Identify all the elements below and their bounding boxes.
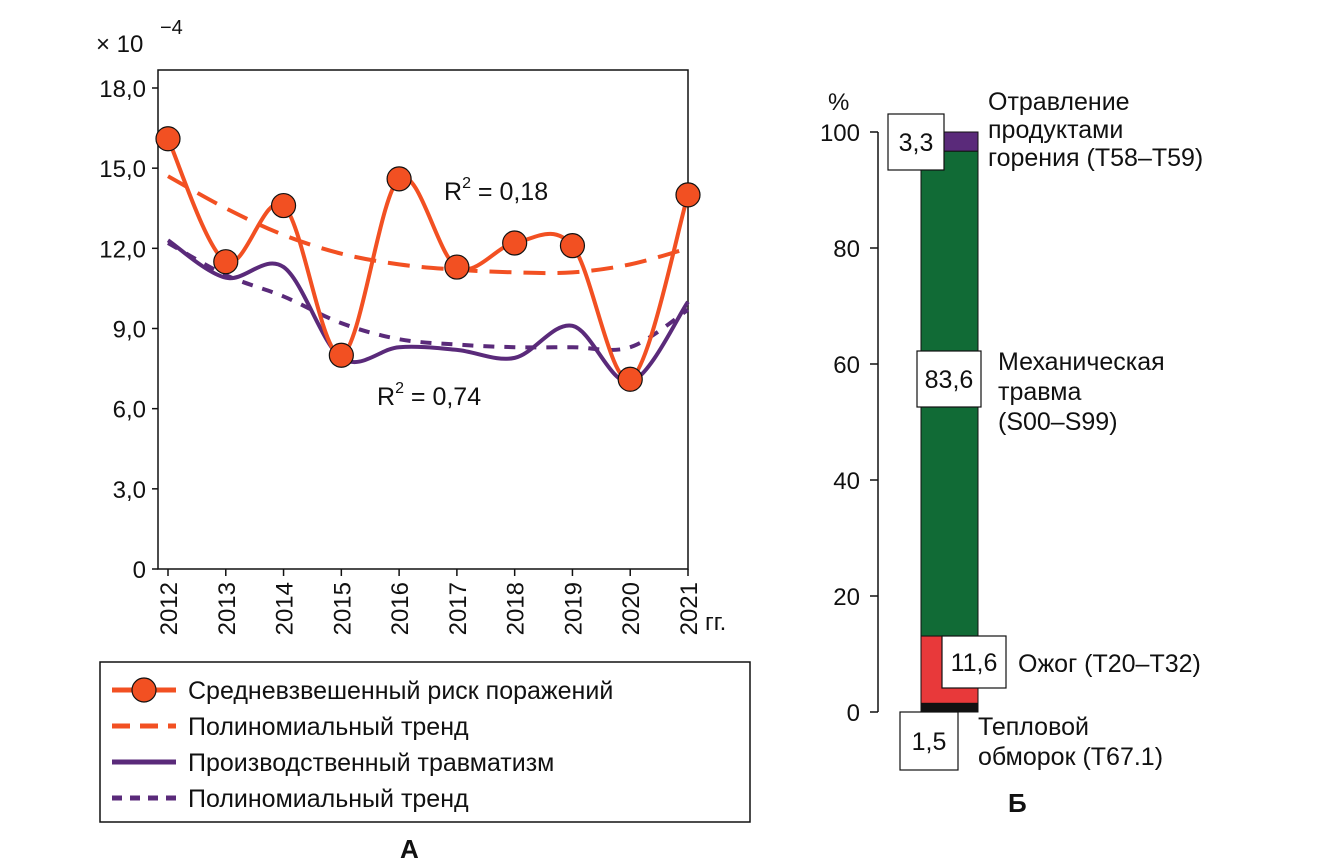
data-point-marker — [213, 249, 239, 275]
value-label: 83,6 — [925, 366, 974, 394]
chart-a-legend-entries: Средневзвешенный риск поражений Полиномиа… — [112, 677, 613, 813]
r2-upper-value: = 0,18 — [471, 178, 548, 206]
value-label: 3,3 — [899, 129, 934, 157]
legend-label: Полиномиальный тренд — [188, 713, 469, 741]
value-label-box — [887, 113, 945, 171]
chart-a-scale-label: × 10 — [96, 31, 143, 58]
data-point-marker — [155, 126, 181, 152]
chart-b-y-axis: 0 20 40 60 80 100 — [820, 120, 878, 727]
chart-a-r2-upper: R2 = 0,18 — [444, 175, 548, 206]
chart-a-r2-lower: R2 = 0,74 — [377, 380, 481, 411]
series-line-solid — [166, 238, 690, 384]
chart-a: × 10 −4 03,06,09,012,015,018,0 2012 2013 2… — [96, 17, 751, 864]
value-label-box — [941, 635, 1007, 689]
data-point-marker — [386, 166, 412, 192]
data-point-marker — [559, 233, 586, 259]
y-tick-label: 0 — [133, 557, 146, 584]
data-point-marker — [502, 230, 528, 256]
y-tick-label: 0 — [847, 700, 860, 727]
chart-a-series — [155, 126, 701, 392]
data-point-marker — [444, 254, 470, 280]
chart-a-y-axis: 0 3,0 6,0 9,0 12,0 15,0 18,0 — [99, 76, 158, 584]
x-tick-label: 2016 — [387, 582, 414, 635]
r2-lower-sup: 2 — [395, 380, 404, 397]
x-tick-label: 2014 — [272, 582, 299, 635]
value-label: 1,5 — [912, 728, 947, 756]
x-tick-label: 2021 — [676, 582, 703, 635]
segment-name-label: Отравление — [988, 88, 1130, 116]
chart-b-panel-label: Б — [1008, 788, 1027, 818]
chart-b-stacked-bar — [920, 131, 979, 713]
y-tick-label: 20 — [833, 584, 860, 611]
chart-a-x-axis: 2012 2013 2014 2015 2016 2017 2018 2019 2020 2021 — [156, 569, 703, 635]
chart-a-legend — [99, 661, 751, 823]
data-point-marker — [270, 192, 297, 219]
series-line-dotted — [167, 241, 690, 352]
y-tick-label: 18,0 — [99, 76, 146, 103]
bar-segment — [920, 702, 979, 713]
segment-name-label: (S00–S99) — [998, 408, 1118, 436]
x-tick-label: 2017 — [445, 582, 472, 635]
series-line-line-markers — [166, 137, 690, 382]
legend-label: Средневзвешенный риск поражений — [188, 677, 613, 705]
value-label-box — [916, 350, 982, 408]
segment-name-label: Тепловой — [978, 713, 1089, 741]
series-line-dashed — [167, 174, 689, 276]
chart-a-plot-frame — [157, 69, 689, 570]
r2-upper-r: R — [444, 178, 462, 206]
legend-label: Производственный травматизм — [188, 749, 554, 777]
value-label-box — [899, 711, 959, 771]
data-point-marker — [328, 342, 354, 368]
x-tick-label: 2018 — [503, 582, 530, 635]
x-tick-label: 2020 — [618, 582, 645, 635]
y-tick-label: 15,0 — [99, 156, 146, 183]
y-tick-label: 60 — [833, 352, 860, 379]
x-tick-label: 2013 — [214, 582, 241, 635]
segment-name-label: Механическая — [998, 348, 1165, 376]
legend-swatch-marker — [131, 677, 157, 703]
segment-name-label: Ожог (T20–T32) — [1018, 650, 1201, 678]
value-label: 11,6 — [951, 649, 998, 677]
y-tick-label: 12,0 — [99, 236, 146, 263]
y-tick-label: 3,0 — [113, 477, 146, 504]
r2-lower-r: R — [377, 383, 395, 411]
data-point-marker — [675, 182, 701, 208]
segment-name-label: травма — [998, 378, 1081, 406]
segment-name-label: горения (T58–T59) — [988, 144, 1203, 172]
x-tick-label: 2012 — [156, 582, 183, 635]
segment-name-label: продуктами — [988, 116, 1123, 144]
x-tick-label: 2015 — [329, 582, 356, 635]
chart-b-y-unit-label: % — [828, 89, 849, 116]
y-tick-label: 6,0 — [113, 397, 146, 424]
r2-upper-sup: 2 — [462, 175, 471, 192]
segment-name-label: обморок (T67.1) — [978, 743, 1163, 771]
chart-a-scale-exponent: −4 — [160, 17, 183, 39]
chart-a-panel-label: А — [400, 834, 419, 864]
data-point-marker — [617, 366, 643, 392]
x-tick-label: 2019 — [560, 582, 587, 635]
y-tick-label: 100 — [820, 120, 860, 147]
chart-a-x-unit-label: гг. — [705, 609, 726, 636]
legend-label: Полиномиальный тренд — [188, 785, 469, 813]
y-tick-label: 40 — [833, 468, 860, 495]
y-tick-label: 80 — [833, 236, 860, 263]
y-tick-label: 9,0 — [113, 317, 146, 344]
r2-lower-value: = 0,74 — [404, 383, 481, 411]
